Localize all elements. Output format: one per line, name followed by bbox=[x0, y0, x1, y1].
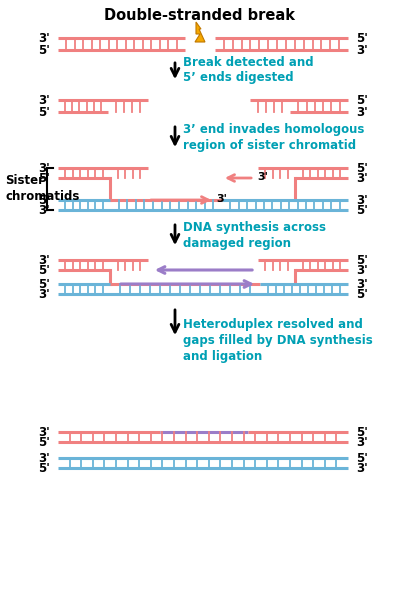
Text: 5': 5' bbox=[38, 436, 50, 449]
Text: 5': 5' bbox=[38, 277, 50, 290]
Text: 3': 3' bbox=[356, 172, 368, 185]
Text: 5': 5' bbox=[38, 193, 50, 206]
Text: 3': 3' bbox=[216, 194, 227, 204]
Text: 3': 3' bbox=[356, 193, 368, 206]
Text: 3': 3' bbox=[38, 203, 50, 217]
Text: 5': 5' bbox=[38, 106, 50, 118]
Text: 3': 3' bbox=[356, 106, 368, 118]
Text: 3': 3' bbox=[257, 172, 268, 182]
Text: 5': 5' bbox=[38, 172, 50, 185]
Text: 3': 3' bbox=[356, 461, 368, 475]
Text: 3': 3' bbox=[356, 263, 368, 277]
Text: 5': 5' bbox=[356, 161, 368, 175]
Text: 5': 5' bbox=[38, 263, 50, 277]
Text: 5': 5' bbox=[356, 287, 368, 301]
Text: 5': 5' bbox=[356, 31, 368, 44]
Text: 3': 3' bbox=[38, 161, 50, 175]
Text: 3’ end invades homologous
region of sister chromatid: 3’ end invades homologous region of sist… bbox=[183, 122, 365, 151]
Text: 5': 5' bbox=[356, 451, 368, 464]
Text: Heteroduplex resolved and
gaps filled by DNA synthesis
and ligation: Heteroduplex resolved and gaps filled by… bbox=[183, 318, 373, 363]
Text: 3': 3' bbox=[356, 436, 368, 449]
Text: Sister
chromatids: Sister chromatids bbox=[5, 175, 79, 203]
Text: 5': 5' bbox=[356, 94, 368, 107]
Text: 5': 5' bbox=[356, 203, 368, 217]
Text: 5': 5' bbox=[38, 43, 50, 56]
Text: 3': 3' bbox=[38, 253, 50, 266]
Text: 5': 5' bbox=[38, 461, 50, 475]
Text: 3': 3' bbox=[38, 451, 50, 464]
Text: Break detected and
5’ ends digested: Break detected and 5’ ends digested bbox=[183, 55, 314, 85]
Text: 3': 3' bbox=[38, 31, 50, 44]
Text: 3': 3' bbox=[38, 287, 50, 301]
Text: 3': 3' bbox=[356, 277, 368, 290]
Text: 5': 5' bbox=[356, 253, 368, 266]
Polygon shape bbox=[195, 22, 205, 42]
Text: 3': 3' bbox=[38, 94, 50, 107]
Text: 3': 3' bbox=[356, 43, 368, 56]
Text: 3': 3' bbox=[38, 425, 50, 439]
Text: Double-stranded break: Double-stranded break bbox=[105, 8, 296, 23]
Text: 5': 5' bbox=[356, 425, 368, 439]
Text: DNA synthesis across
damaged region: DNA synthesis across damaged region bbox=[183, 220, 326, 250]
